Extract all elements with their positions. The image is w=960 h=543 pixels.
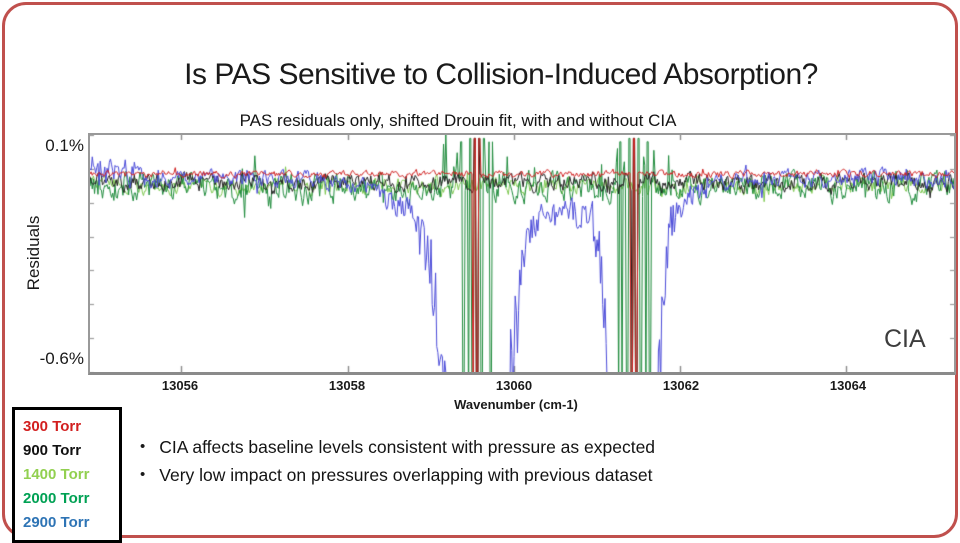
residuals-plot [88,133,956,375]
conclusion-bullets: • CIA affects baseline levels consistent… [140,436,840,492]
cia-annotation: CIA [884,325,926,353]
slide-title: Is PAS Sensitive to Collision-Induced Ab… [184,58,818,91]
bullet-text: Very low impact on pressures overlapping… [159,465,653,485]
pressure-legend: 300 Torr 900 Torr 1400 Torr 2000 Torr 29… [12,407,122,543]
bullet-text: CIA affects baseline levels consistent w… [159,437,656,457]
residuals-chart-canvas [90,135,954,372]
legend-item-1400-torr: 1400 Torr [23,466,90,483]
bullet-item: • Very low impact on pressures overlappi… [140,464,840,486]
x-tick-label: 13056 [161,378,199,393]
legend-item-2000-torr: 2000 Torr [23,490,90,507]
legend-item-300-torr: 300 Torr [23,418,82,435]
x-tick-label: 13060 [495,378,533,393]
y-axis-bottom-tick-label: -0.6% [39,349,84,368]
legend-item-900-torr: 900 Torr [23,442,82,459]
x-tick-label: 13058 [328,378,366,393]
bullet-dot: • [140,438,146,455]
x-axis-label: Wavenumber (cm-1) [454,397,578,412]
chart-title: PAS residuals only, shifted Drouin fit, … [239,111,677,130]
y-axis-top-tick-label: 0.1% [45,136,84,155]
x-tick-label: 13062 [662,378,700,393]
x-tick-label: 13064 [829,378,867,393]
bullet-item: • CIA affects baseline levels consistent… [140,436,840,458]
bullet-dot: • [140,466,146,483]
y-axis-label: Residuals [24,215,43,291]
legend-item-2900-torr: 2900 Torr [23,514,90,531]
